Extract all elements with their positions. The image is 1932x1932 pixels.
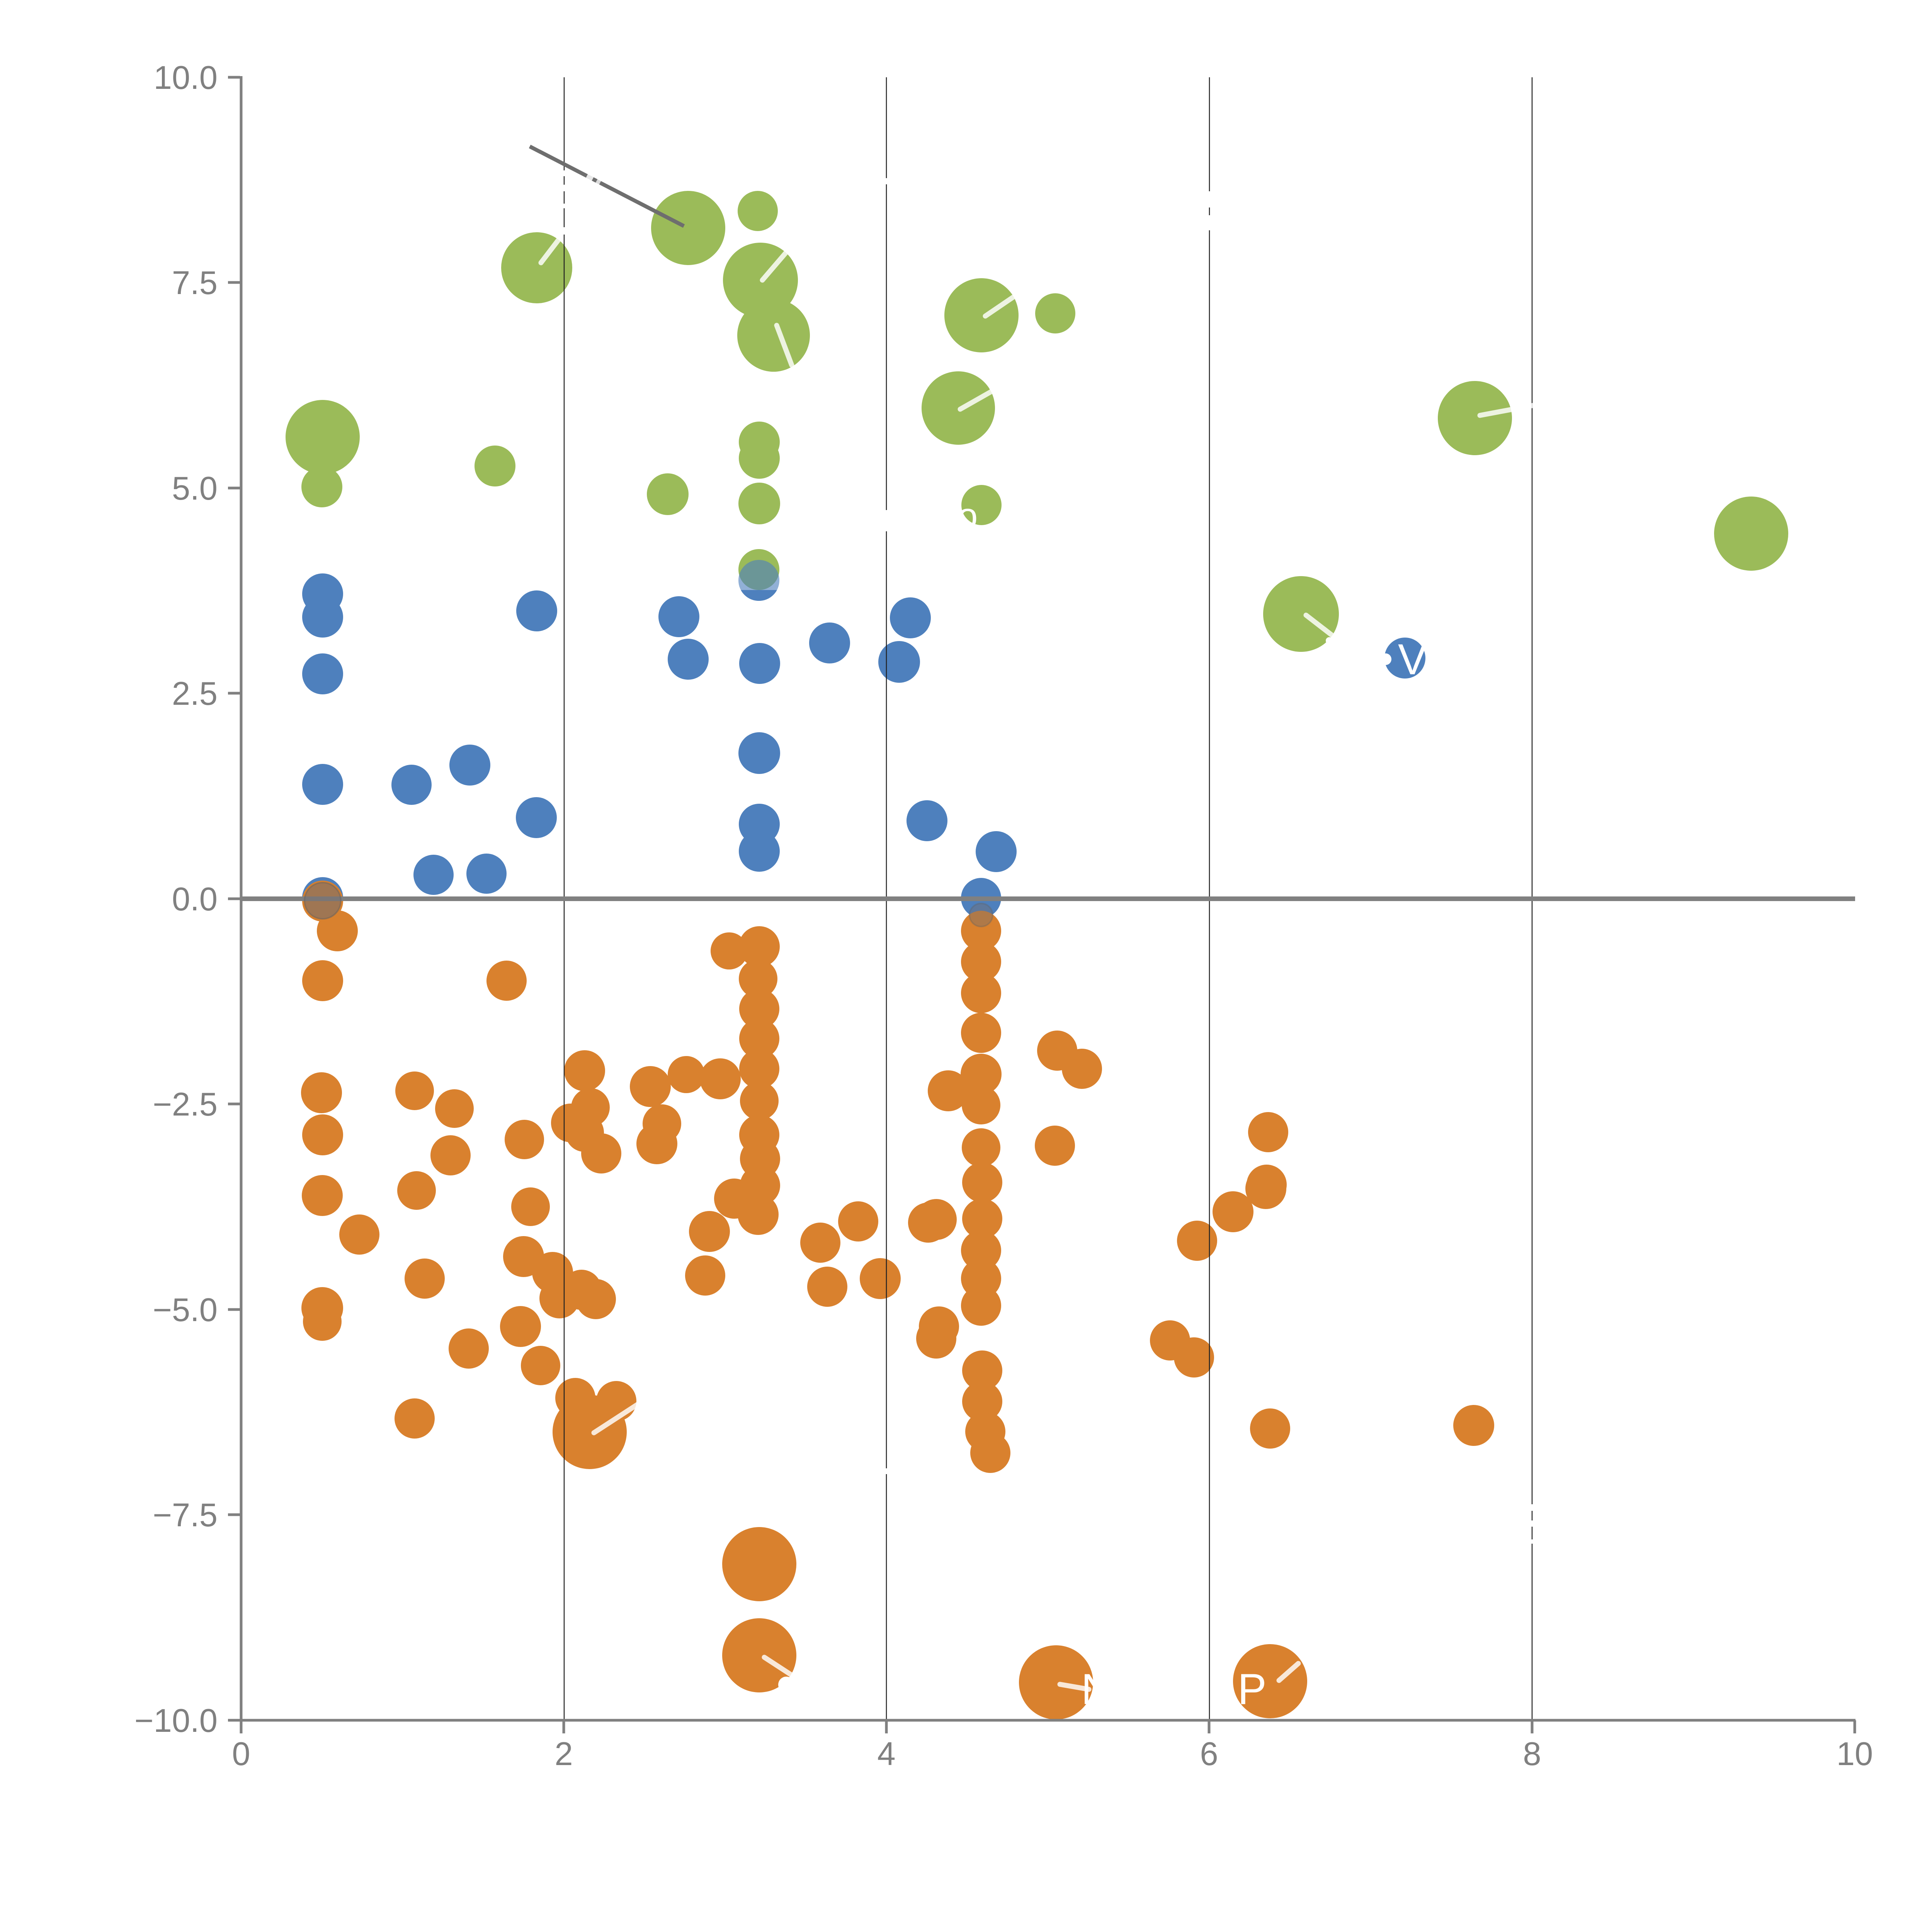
svg-text:o: o bbox=[957, 495, 978, 536]
svg-text:2: 2 bbox=[554, 1736, 573, 1772]
svg-text:−2.5: −2.5 bbox=[153, 1086, 218, 1123]
svg-text:2.5: 2.5 bbox=[172, 675, 218, 712]
svg-text:−5.0: −5.0 bbox=[153, 1292, 218, 1328]
svg-text:P: P bbox=[1238, 1665, 1267, 1713]
svg-text:6: 6 bbox=[1200, 1736, 1218, 1772]
svg-text:−7.5: −7.5 bbox=[153, 1497, 218, 1534]
svg-text:10.0: 10.0 bbox=[154, 60, 218, 96]
svg-text:0.0: 0.0 bbox=[172, 881, 218, 918]
svg-text:0: 0 bbox=[232, 1736, 250, 1772]
svg-text:10: 10 bbox=[1837, 1736, 1873, 1772]
svg-text:7.5: 7.5 bbox=[172, 265, 218, 301]
svg-text:V: V bbox=[1398, 635, 1427, 684]
svg-text:5.0: 5.0 bbox=[172, 470, 218, 507]
svg-text:8: 8 bbox=[1523, 1736, 1541, 1772]
svg-text:4: 4 bbox=[877, 1736, 895, 1772]
svg-text:−10.0: −10.0 bbox=[134, 1702, 218, 1739]
svg-text:N: N bbox=[1081, 1665, 1112, 1713]
